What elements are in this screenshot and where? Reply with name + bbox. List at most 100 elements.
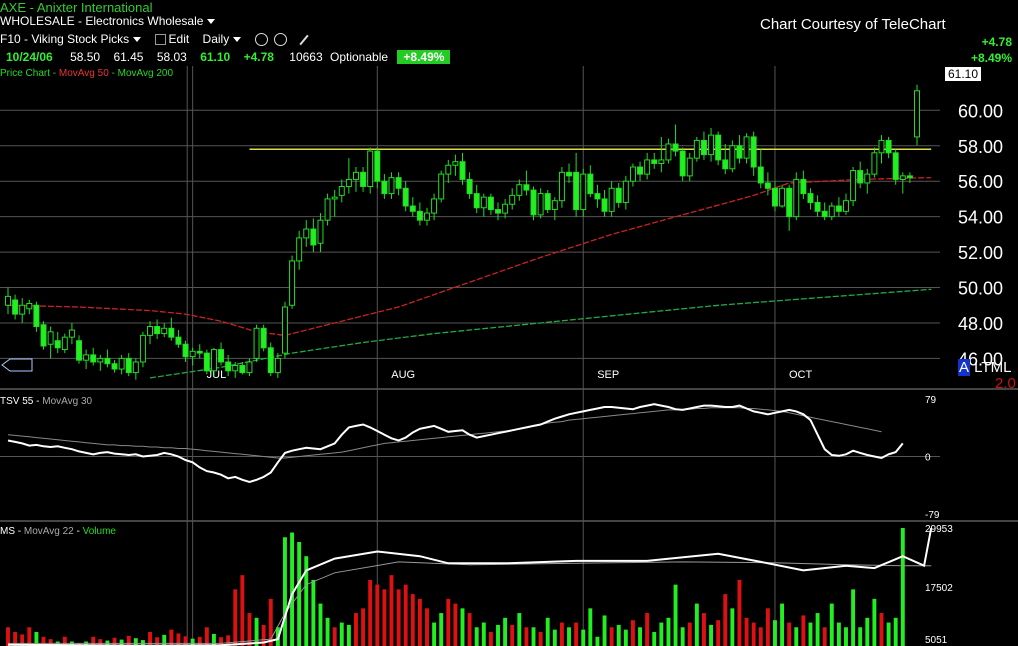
volume-bar (900, 528, 905, 646)
volume-bar (204, 627, 209, 646)
candle (544, 193, 551, 211)
volume-bar (694, 603, 699, 646)
edit-button[interactable]: Edit (154, 32, 190, 46)
volume-bar (872, 598, 877, 646)
courtesy-text: Chart Courtesy of TeleChart (760, 16, 946, 33)
zoom-in-button[interactable] (254, 32, 274, 47)
volume-bar (666, 617, 671, 646)
legend-price: Price Chart (0, 68, 51, 79)
ms-legend: MS - MovAvg 22 - Volume (0, 526, 116, 537)
volume-bar (162, 634, 167, 646)
candle (317, 219, 324, 244)
candle (878, 139, 885, 154)
candle (5, 295, 11, 306)
volume-bar (545, 617, 550, 646)
volume-bar (588, 608, 593, 646)
candle (76, 340, 83, 361)
scale-a[interactable]: A (958, 359, 971, 376)
candle (665, 143, 672, 161)
candle (679, 150, 686, 177)
candle (821, 210, 828, 218)
scale-toggle[interactable]: A LTML (958, 359, 1011, 376)
candle (558, 171, 565, 202)
volume-bar (567, 627, 571, 646)
candle (906, 175, 913, 179)
candle (700, 139, 707, 156)
quote-date: 10/24/06 (6, 50, 53, 64)
volume-bar (439, 613, 444, 646)
volume-bar (822, 627, 827, 646)
tsv-tick-label: 0 (925, 453, 931, 464)
volume-bar (34, 632, 39, 646)
candle (374, 150, 381, 182)
candle (104, 357, 111, 365)
volume-bar (765, 608, 770, 646)
candle (885, 139, 892, 154)
scale-ltml[interactable]: LTML (970, 359, 1012, 376)
volume-bar (744, 617, 749, 646)
volume-bar (432, 622, 437, 646)
candle (644, 159, 651, 175)
candle (466, 178, 473, 195)
volume-bar (112, 637, 117, 646)
candle (495, 209, 501, 214)
industry-dropdown[interactable]: WHOLESALE - Electronics Wholesale (0, 14, 216, 28)
candle (487, 196, 494, 211)
candle (338, 186, 345, 196)
candle (736, 145, 743, 159)
volume-bar (616, 624, 621, 646)
candle (360, 171, 367, 188)
symbol-separator: - (26, 0, 37, 15)
volume-bar (460, 608, 465, 646)
period-dropdown[interactable]: Daily (203, 32, 242, 46)
candle (225, 361, 232, 372)
candle (196, 350, 203, 354)
ms-ma22-line (8, 561, 932, 644)
candle (786, 187, 793, 218)
candle (771, 187, 778, 207)
candle (452, 161, 459, 166)
candle (19, 304, 26, 315)
volume-bar (574, 622, 579, 646)
candle (594, 193, 601, 200)
legend-sep: - (108, 68, 118, 79)
volume-bar (169, 629, 174, 646)
candle (90, 354, 97, 363)
volume-bar (389, 575, 394, 646)
period-label: Daily (202, 32, 230, 46)
volume-bar (325, 617, 330, 646)
candle (33, 304, 40, 328)
y-tick-label: 58.00 (958, 137, 1003, 157)
volume-bar (283, 537, 287, 646)
volume-bar (893, 617, 898, 646)
candle (779, 187, 786, 207)
candle (715, 134, 722, 161)
quote-pct-badge: +8.49% (397, 50, 451, 64)
candle (622, 180, 629, 203)
volume-bar (211, 633, 216, 646)
candle (793, 178, 800, 218)
company-name: Anixter International (36, 0, 153, 15)
y-tick-label: 60.00 (958, 101, 1003, 121)
volume-bar (836, 622, 841, 646)
x-tick-label: AUG (391, 369, 415, 381)
candle (587, 173, 594, 195)
candle (154, 326, 161, 335)
volume-bar (481, 622, 486, 646)
candle (743, 136, 750, 159)
edit-label: Edit (168, 32, 190, 46)
volume-bar (559, 622, 564, 646)
volume-bar (311, 579, 316, 646)
volume-bar (787, 622, 792, 646)
candle (814, 201, 821, 212)
volume-bar (602, 615, 607, 646)
watchlist-dropdown[interactable]: F10 - Viking Stock Picks (0, 32, 142, 46)
candle (530, 189, 537, 216)
zoom-out-button[interactable] (273, 32, 293, 47)
candle (807, 193, 814, 203)
volume-bar (517, 613, 522, 646)
volume-bar (417, 598, 422, 646)
volume-bar (730, 608, 735, 646)
volume-bar (503, 617, 508, 646)
